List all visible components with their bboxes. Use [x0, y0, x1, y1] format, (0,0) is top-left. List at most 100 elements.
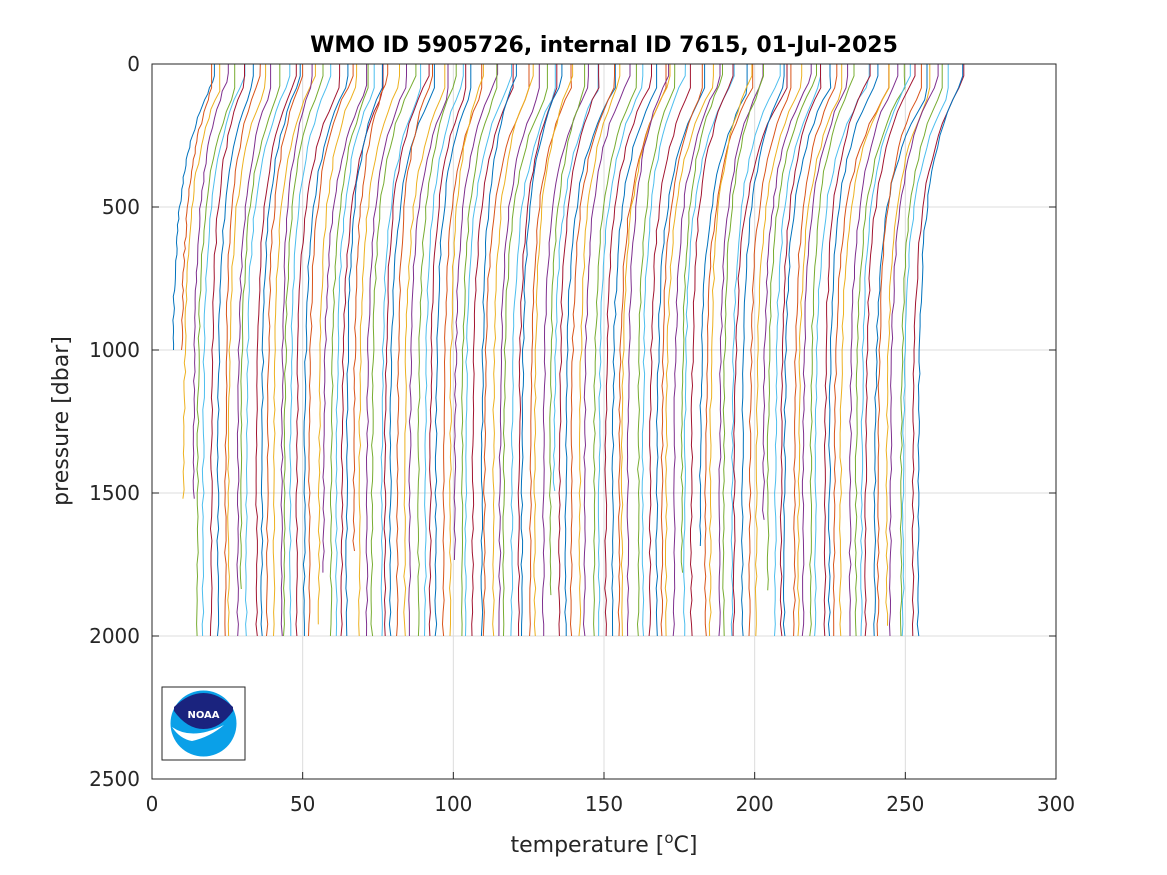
noaa-logo: NOAA [161, 686, 246, 761]
profile-line [388, 64, 435, 637]
y-axis: 0 500 1000 1500 2000 2500 [89, 52, 1056, 791]
profile-line [558, 64, 600, 637]
profile-line [832, 64, 890, 636]
profile-line [683, 64, 735, 637]
profile-line [492, 64, 534, 637]
profile-line [885, 64, 931, 626]
profile-line [408, 64, 449, 636]
profile-line [680, 64, 723, 573]
profile-line [181, 64, 213, 351]
y-tick-label: 500 [102, 195, 140, 219]
profile-line [461, 64, 498, 637]
profile-line [741, 64, 785, 637]
profile-line [848, 64, 899, 636]
profile-line [370, 64, 417, 637]
profile-line [289, 64, 332, 636]
noaa-bird-icon [174, 693, 233, 729]
profile-line [529, 64, 572, 637]
profile-line [517, 64, 558, 637]
profile-line [383, 64, 430, 637]
y-tick-label: 2000 [89, 624, 140, 648]
profile-line [689, 64, 734, 637]
profile-line [227, 64, 267, 637]
profile-line [510, 64, 556, 637]
profile-line [773, 64, 822, 637]
x-tick-label: 200 [736, 792, 774, 816]
profile-line [255, 64, 297, 637]
profile-line [533, 64, 574, 637]
profile-line [617, 64, 667, 637]
profile-line [782, 64, 832, 637]
profile-line [196, 64, 236, 637]
x-tick-label: 100 [434, 792, 472, 816]
x-tick-label: 250 [886, 792, 924, 816]
profile-line [626, 64, 670, 637]
profile-line [754, 64, 803, 637]
profile-line [441, 64, 483, 637]
profile-line [664, 64, 714, 637]
profile-line [308, 64, 354, 637]
profile-line [916, 64, 964, 637]
x-tick-label: 0 [146, 792, 159, 816]
profile-line [236, 64, 272, 637]
profile-line [395, 64, 433, 637]
y-axis-label: pressure [dbar] [49, 336, 74, 506]
profile-line [216, 64, 254, 637]
profile-line [244, 64, 291, 637]
profile-line [329, 64, 369, 637]
profile-line [730, 64, 781, 637]
profile-line [762, 64, 812, 520]
profile-line [569, 64, 615, 637]
profile-line [272, 64, 316, 637]
profile-line [809, 64, 855, 637]
profile-line [552, 64, 599, 492]
profile-line [498, 64, 540, 637]
profile-line [209, 64, 245, 637]
profile-line [471, 64, 514, 637]
profile-line [283, 64, 324, 637]
profile-line [801, 64, 849, 637]
x-tick-label: 50 [290, 792, 315, 816]
profile-line [611, 64, 658, 637]
profile-line [823, 64, 871, 637]
profile-line [172, 64, 215, 351]
profile-line [620, 64, 671, 637]
profile-line [317, 64, 358, 625]
profile-line [423, 64, 464, 637]
profile-line [827, 64, 879, 637]
profile-line [265, 64, 304, 637]
profile-line [593, 64, 637, 637]
profile-line [854, 64, 906, 637]
profile-line [380, 64, 422, 637]
profile-line [295, 64, 341, 637]
profile-line [722, 64, 764, 637]
profile-line [239, 64, 281, 590]
profile-line [480, 64, 517, 637]
profile-line [482, 64, 530, 637]
profile-line [708, 64, 753, 637]
profile-line [453, 64, 499, 561]
profile-line [578, 64, 621, 637]
profile-line [403, 64, 446, 637]
profile-line [864, 64, 916, 637]
profile-line [597, 64, 644, 637]
profile-line [417, 64, 457, 637]
profile-line [502, 64, 548, 637]
profile-line [564, 64, 616, 636]
plot-area [151, 63, 1057, 780]
profile-line [260, 64, 301, 637]
profile-line [748, 64, 792, 637]
profile-line [358, 64, 400, 637]
profile-line [322, 64, 368, 573]
profile-line [582, 64, 631, 637]
x-axis-label: temperature [oC] [510, 829, 697, 858]
profile-line [340, 64, 384, 637]
profile-line [873, 64, 928, 637]
profile-line [797, 64, 843, 637]
profile-line [718, 64, 764, 637]
y-tick-label: 2500 [89, 767, 140, 791]
profile-line [352, 64, 389, 552]
profile-line [335, 64, 375, 637]
profile-line [428, 64, 467, 637]
profile-line [648, 64, 691, 637]
